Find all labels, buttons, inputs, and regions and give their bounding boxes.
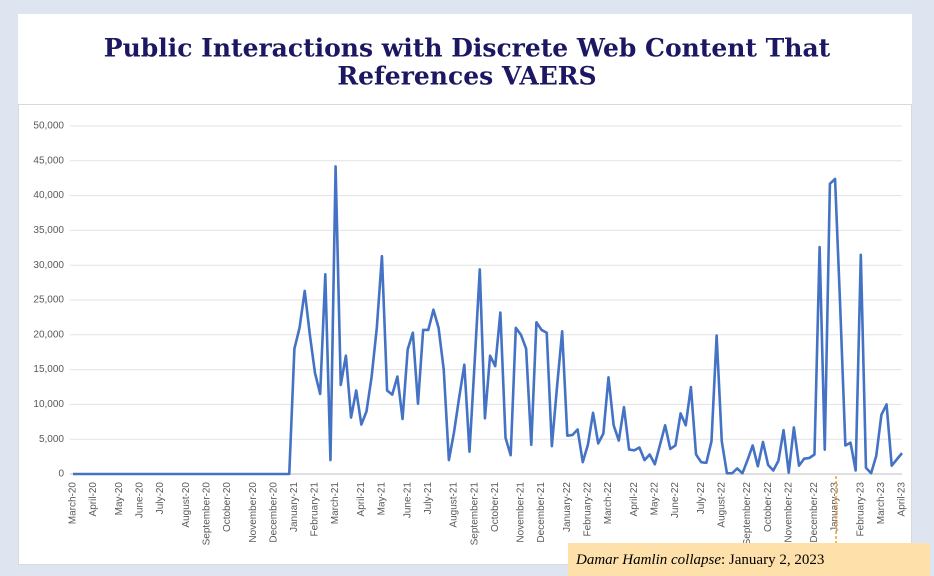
x-tick-label: May-21	[377, 482, 388, 516]
x-tick-label: August-22	[716, 482, 727, 528]
y-tick-label: 50,000	[33, 121, 64, 132]
x-tick-label: February-23	[855, 482, 866, 537]
x-tick-label: October-21	[490, 482, 501, 532]
x-tick-label: September-20	[202, 482, 213, 546]
x-tick-label: May-22	[649, 482, 660, 516]
x-tick-label: January-23	[830, 482, 841, 532]
x-tick-label: April-22	[629, 482, 640, 517]
y-tick-label: 0	[58, 469, 64, 480]
x-tick-label: October-22	[763, 482, 774, 532]
y-tick-label: 10,000	[33, 399, 64, 410]
x-tick-label: June-22	[670, 482, 681, 519]
x-tick-label: February-22	[583, 482, 594, 537]
y-tick-label: 5,000	[39, 434, 64, 445]
x-tick-label: April-23	[897, 482, 908, 517]
annotation-box	[568, 543, 930, 576]
x-tick-label: May-20	[114, 482, 125, 516]
x-tick-label: July-21	[423, 482, 434, 515]
x-tick-label: October-20	[222, 482, 233, 532]
x-tick-label: August-20	[181, 482, 192, 528]
x-tick-label: April-21	[356, 482, 367, 517]
annotation-text: Damar Hamlin collapse: January 2, 2023	[575, 552, 824, 568]
y-tick-label: 40,000	[33, 190, 64, 201]
x-tick-label: September-22	[742, 482, 753, 546]
x-tick-label: August-21	[449, 482, 460, 528]
x-tick-label: June-21	[402, 482, 413, 519]
y-tick-label: 35,000	[33, 225, 64, 236]
x-tick-label: February-21	[310, 482, 321, 537]
x-tick-label: November-21	[516, 482, 527, 543]
x-tick-label: December-22	[809, 482, 820, 543]
x-tick-label: November-20	[248, 482, 259, 543]
x-tick-label: March-22	[603, 482, 614, 525]
annotation-date: : January 2, 2023	[721, 552, 824, 568]
x-tick-label: November-22	[783, 482, 794, 543]
x-tick-label: March-20	[68, 482, 79, 525]
y-tick-label: 30,000	[33, 260, 64, 271]
x-tick-label: December-20	[268, 482, 279, 543]
x-tick-label: July-20	[155, 482, 166, 515]
series	[73, 165, 904, 476]
data-line	[73, 165, 904, 476]
chart-title: References VAERS	[337, 62, 596, 91]
x-tick-label: March-23	[876, 482, 887, 525]
panel	[18, 14, 912, 565]
y-tick-label: 20,000	[33, 329, 64, 340]
x-axis: March-20 April-20 May-20 June-20 July-20 Augu…	[68, 482, 908, 546]
x-tick-label: April-20	[88, 482, 99, 517]
annotation-emphasis: Damar Hamlin collapse	[575, 552, 721, 568]
y-tick-label: 45,000	[33, 155, 64, 166]
x-tick-label: March-21	[330, 482, 341, 525]
x-tick-label: January-21	[289, 482, 300, 532]
chart-title: Public Interactions with Discrete Web Co…	[104, 34, 831, 63]
x-tick-label: September-21	[469, 482, 480, 546]
x-tick-label: December-21	[536, 482, 547, 543]
x-tick-label: July-22	[696, 482, 707, 515]
x-tick-label: January-22	[562, 482, 573, 532]
y-tick-label: 25,000	[33, 295, 64, 306]
x-tick-label: June-20	[135, 482, 146, 519]
plot-frame	[18, 104, 912, 565]
y-tick-label: 15,000	[33, 364, 64, 375]
annotation: Damar Hamlin collapse: January 2, 2023	[568, 476, 930, 576]
